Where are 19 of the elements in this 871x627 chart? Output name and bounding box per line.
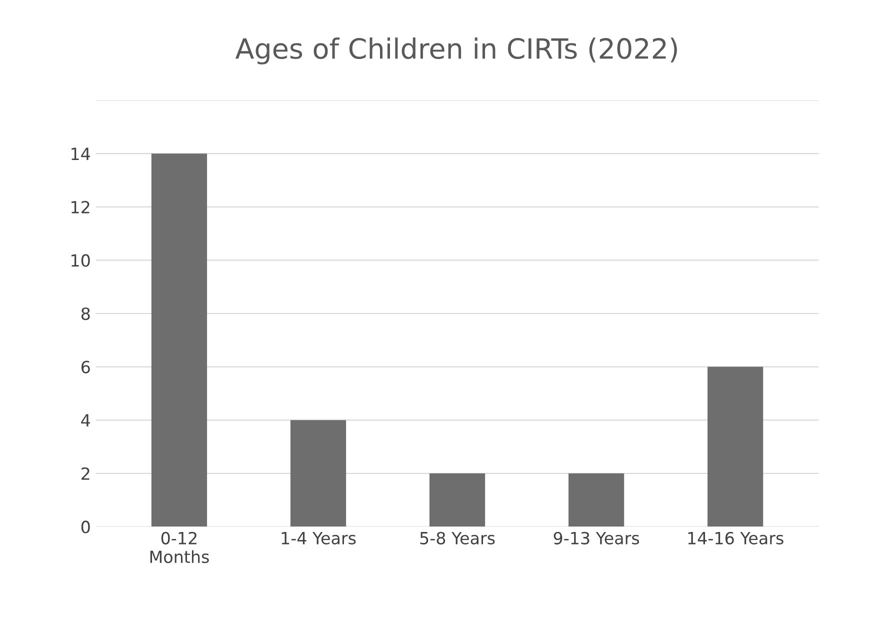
y-tick-label: 14 [72, 148, 90, 160]
bar [708, 366, 764, 527]
x-tick-label: 9-13 Years [554, 532, 640, 544]
y-tick-label: 0 [81, 520, 90, 534]
x-tick-label: 14-16 Years [688, 532, 784, 544]
x-tick-label: 0-12 Months [150, 532, 209, 564]
y-tick-label: 10 [72, 254, 90, 267]
bar [429, 473, 486, 527]
bar [568, 473, 624, 527]
y-tick-label: 8 [81, 307, 90, 320]
y-tick-label: 12 [72, 200, 90, 214]
bar [151, 154, 208, 527]
x-tick-label: 5-8 Years [420, 532, 495, 544]
y-tick-label: 4 [81, 414, 90, 426]
chart-title: Ages of Children in CIRTs (2022) [235, 38, 677, 64]
bar [290, 420, 346, 527]
x-tick-label: 1-4 Years [282, 532, 356, 544]
y-tick-label: 2 [82, 467, 90, 480]
y-tick-label: 6 [82, 360, 90, 374]
